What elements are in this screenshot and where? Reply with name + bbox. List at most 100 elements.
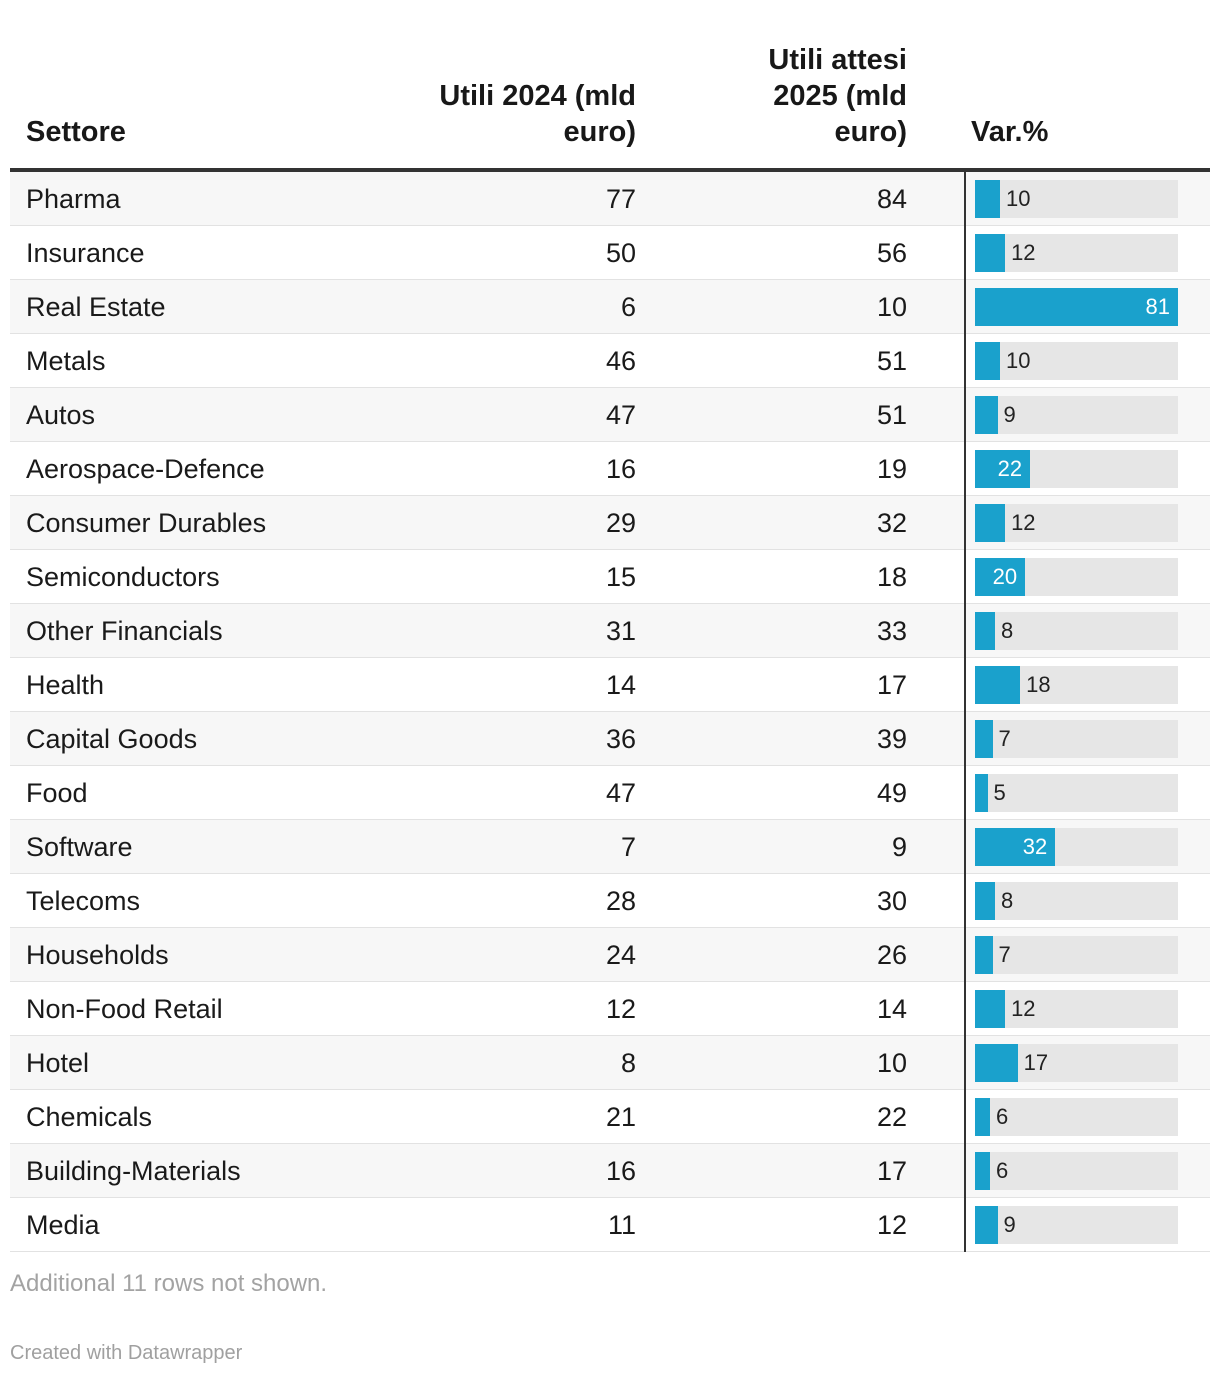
table-row: Insurance 50 56 12 [10,226,1210,280]
table-header: Settore Utili 2024 (mld euro) Utili atte… [10,0,1210,172]
utili-2025-cell: 12 [876,1210,907,1240]
sector-cell: Food [26,778,88,808]
utili-2025-cell: 51 [876,346,907,376]
var-bar-track: 5 [975,774,1178,812]
datawrapper-credit[interactable]: Created with Datawrapper [10,1342,243,1364]
sector-cell: Other Financials [26,616,223,646]
sector-cell: Real Estate [26,292,166,322]
var-value-label: 20 [992,564,1018,589]
utili-2025-cell: 9 [891,832,907,862]
table-row: Consumer Durables 29 32 12 [10,496,1210,550]
utili-2024-cell: 50 [605,238,636,268]
utili-2024-cell: 16 [605,454,636,484]
var-bar [975,1098,991,1136]
var-bar-track: 6 [975,1152,1178,1190]
table-row: Aerospace-Defence 16 19 22 [10,442,1210,496]
utili-2024-cell: 6 [620,292,636,322]
sector-cell: Households [26,940,169,970]
sector-cell: Hotel [26,1048,90,1078]
utili-2024-cell: 15 [605,562,636,592]
header-utili-2024[interactable]: Utili 2024 (mld euro) [439,80,636,148]
sector-cell: Autos [26,400,96,430]
var-bar-track: 7 [975,936,1178,974]
var-bar [975,666,1021,704]
var-value-label: 10 [1006,186,1031,211]
table-row: Other Financials 31 33 8 [10,604,1210,658]
table-row: Capital Goods 36 39 7 [10,712,1210,766]
var-bar [975,774,988,812]
utili-2025-cell: 14 [876,994,907,1024]
sector-cell: Consumer Durables [26,508,267,538]
var-bar [975,396,998,434]
var-bar-track: 9 [975,1206,1178,1244]
var-value-label: 81 [1145,294,1170,319]
var-bar-track: 32 [975,828,1178,866]
var-value-label: 6 [996,1158,1009,1183]
sector-cell: Software [26,832,133,862]
table-row: Food 47 49 5 [10,766,1210,820]
var-bar-track: 12 [975,234,1178,272]
var-bar-track: 8 [975,882,1178,920]
var-bar-track: 81 [975,288,1178,326]
var-bar [975,558,1026,596]
table-body: Pharma 77 84 10 Insurance 50 56 12 Real Estate 6 1… [10,172,1210,1252]
utili-2024-cell: 28 [605,886,636,916]
table-row: Pharma 77 84 10 [10,172,1210,226]
var-bar-track: 10 [975,342,1178,380]
table-row: Autos 47 51 9 [10,388,1210,442]
utili-2025-cell: 10 [876,1048,907,1078]
utili-2025-cell: 10 [876,292,907,322]
header-var[interactable]: Var.% [971,116,1049,148]
var-value-label: 10 [1006,348,1031,373]
table-row: Software 7 9 32 [10,820,1210,874]
sector-cell: Insurance [26,238,145,268]
utili-2024-cell: 47 [605,778,636,808]
sector-cell: Capital Goods [26,724,198,754]
utili-2024-cell: 46 [605,346,636,376]
utili-2025-cell: 17 [876,670,907,700]
var-bar-track: 8 [975,612,1178,650]
sector-cell: Semiconductors [26,562,220,592]
var-bar [975,180,1001,218]
var-bar-track: 18 [975,666,1178,704]
utili-2025-cell: 32 [876,508,907,538]
utili-2024-cell: 77 [605,184,636,214]
utili-2025-cell: 49 [876,778,907,808]
var-value-label: 18 [1026,672,1051,697]
utili-2025-cell: 56 [876,238,907,268]
var-bar [975,882,996,920]
utili-2024-cell: 47 [605,400,636,430]
table-row: Media 11 12 9 [10,1198,1210,1252]
var-bar-track: 7 [975,720,1178,758]
header-utili-2025[interactable]: Utili attesi 2025 (mld euro) [768,44,907,148]
sector-cell: Metals [26,346,106,376]
sector-cell: Non-Food Retail [26,994,223,1024]
header-sector[interactable]: Settore [26,116,126,148]
var-bar-track: 6 [975,1098,1178,1136]
utili-2024-cell: 14 [605,670,636,700]
bar-axis-line [964,172,966,1252]
var-value-label: 7 [998,726,1011,751]
utili-2024-cell: 8 [620,1048,636,1078]
var-value-label: 8 [1001,618,1014,643]
var-bar [975,288,1178,326]
sector-cell: Building-Materials [26,1156,241,1186]
table-row: Metals 46 51 10 [10,334,1210,388]
table-row: Households 24 26 7 [10,928,1210,982]
table-row: Health 14 17 18 [10,658,1210,712]
var-value-label: 6 [996,1104,1009,1129]
utili-2025-cell: 19 [876,454,907,484]
utili-2024-cell: 36 [605,724,636,754]
sector-cell: Health [26,670,105,700]
var-value-label: 12 [1011,510,1036,535]
var-value-label: 22 [997,456,1023,481]
var-value-label: 9 [1003,402,1016,427]
var-bar [975,936,993,974]
table-row: Building-Materials 16 17 6 [10,1144,1210,1198]
utili-2024-cell: 11 [607,1210,636,1240]
var-bar-track: 9 [975,396,1178,434]
var-value-label: 32 [1022,834,1048,859]
utili-2024-cell: 7 [620,832,636,862]
table-row: Chemicals 21 22 6 [10,1090,1210,1144]
var-bar [975,450,1031,488]
